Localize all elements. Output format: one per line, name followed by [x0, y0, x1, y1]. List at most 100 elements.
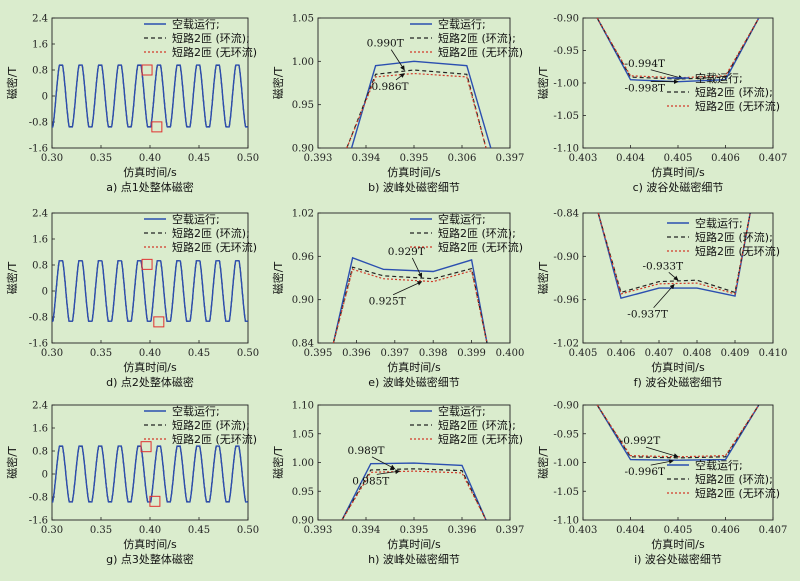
annotation-arrow — [645, 446, 679, 458]
y-axis-label: 磁密/T — [5, 446, 19, 479]
series-line-1 — [52, 445, 248, 503]
y-tick-label: 0.95 — [292, 100, 314, 111]
annotation-arrow — [653, 284, 675, 308]
plot-frame — [582, 17, 774, 149]
x-tick-label: 0.45 — [188, 525, 210, 536]
series-line-0 — [52, 260, 248, 322]
highlight-box — [153, 316, 165, 328]
plot-area — [596, 405, 760, 461]
series-line-1 — [596, 18, 760, 80]
annotation-label: 0.989T — [347, 445, 384, 457]
x-tick-label: 0.396 — [342, 348, 371, 359]
x-tick-label: 0.35 — [90, 348, 112, 359]
series-line-2 — [52, 445, 248, 503]
series-line-0 — [52, 64, 248, 128]
x-tick-label: 0.405 — [569, 348, 598, 359]
x-tick-label: 0.50 — [237, 153, 259, 164]
x-tick-label: 0.45 — [188, 348, 210, 359]
y-tick-label: 0.90 — [292, 295, 314, 306]
legend-label: 短路2匝 (环流); — [438, 31, 516, 45]
highlight-box — [141, 64, 153, 76]
series-line-1 — [52, 260, 248, 322]
plot-area — [52, 260, 248, 322]
annotation-label: -0.996T — [624, 466, 665, 478]
panel-d: 0.30 0.35 0.40 0.45 0.50 2.4 1.6 0.8 0 -0.8 -1.6 仿真… — [5, 209, 259, 390]
annotation-arrow — [395, 73, 405, 81]
plot-area — [597, 213, 751, 300]
y-tick-label: -0.90 — [553, 14, 579, 25]
legend-label: 短路2匝 (环流); — [172, 226, 250, 240]
annotation-arrow — [371, 456, 396, 470]
x-axis-label: 仿真时间/s — [651, 360, 705, 374]
y-tick-label: -1.10 — [553, 144, 579, 155]
y-tick-label: -0.96 — [553, 295, 579, 306]
x-axis-label: 仿真时间/s — [387, 360, 441, 374]
annotation-label: 0.929T — [388, 246, 425, 258]
x-tick-label: 0.399 — [457, 348, 486, 359]
panel-a: 0.30 0.35 0.40 0.45 0.50 2.4 1.6 0.8 0 -0.8 -1.6 仿真… — [5, 14, 259, 195]
panel-caption: i) 波谷处磁密细节 — [634, 552, 722, 566]
legend-label: 短路2匝 (环流); — [172, 418, 250, 432]
y-tick-label: 1.00 — [292, 458, 314, 469]
y-tick-label: -1.00 — [553, 79, 579, 90]
x-tick-label: 0.409 — [721, 348, 750, 359]
y-tick-label: 0.8 — [32, 447, 48, 458]
legend-label: 短路2匝 (无环流) — [438, 240, 523, 254]
legend-label: 短路2匝 (无环流) — [695, 244, 780, 258]
x-tick-label: 0.40 — [139, 153, 161, 164]
x-axis-label: 仿真时间/s — [123, 537, 177, 551]
x-axis-label: 仿真时间/s — [651, 537, 705, 551]
series-line-1 — [596, 405, 760, 459]
legend-label: 空载运行; — [438, 17, 486, 31]
x-tick-label: 0.397 — [496, 525, 525, 536]
x-tick-label: 0.396 — [448, 525, 477, 536]
legend-label: 短路2匝 (环流); — [695, 85, 773, 99]
annotation-label: 0.986T — [371, 81, 408, 93]
series-line-1 — [597, 213, 751, 294]
panel-i: 0.403 0.404 0.405 0.406 0.407 -0.90 -0.95 -1.00… — [536, 401, 787, 567]
x-tick-label: 0.406 — [711, 525, 740, 536]
legend-label: 短路2匝 (无环流) — [172, 240, 257, 254]
panel-c: 0.403 0.404 0.405 0.406 0.407 -0.90 -0.95 -1.00… — [536, 14, 787, 195]
annotation-label: 0.925T — [369, 296, 406, 308]
x-tick-label: 0.393 — [304, 153, 333, 164]
y-tick-label: 0.95 — [292, 487, 314, 498]
annotation-label: -0.933T — [642, 260, 683, 272]
y-tick-label: -1.05 — [553, 111, 579, 122]
plot-area — [332, 256, 488, 343]
x-axis-label: 仿真时间/s — [387, 537, 441, 551]
x-tick-label: 0.393 — [304, 525, 333, 536]
legend-label: 短路2匝 (环流); — [438, 226, 516, 240]
x-tick-label: 0.45 — [188, 153, 210, 164]
y-tick-label: 0.90 — [292, 144, 314, 155]
x-tick-label: 0.404 — [616, 153, 645, 164]
legend: 空载运行;短路2匝 (环流);短路2匝 (无环流) — [410, 17, 523, 59]
legend-label: 空载运行; — [172, 404, 220, 418]
x-tick-label: 0.40 — [139, 348, 161, 359]
panel-caption: h) 波峰处磁密细节 — [368, 552, 460, 566]
x-tick-label: 0.406 — [607, 348, 636, 359]
y-axis-label: 磁密/T — [536, 446, 550, 479]
x-tick-label: 0.398 — [419, 348, 448, 359]
y-tick-label: 0.8 — [32, 261, 48, 272]
y-axis-label: 磁密/T — [536, 67, 550, 100]
series-line-0 — [596, 405, 760, 461]
plot-area — [346, 60, 492, 148]
legend-label: 空载运行; — [695, 71, 743, 85]
y-tick-label: 1.00 — [292, 57, 314, 68]
y-tick-label: 0 — [42, 287, 48, 298]
y-tick-label: -0.84 — [553, 209, 579, 220]
x-tick-label: 0.50 — [237, 525, 259, 536]
legend-label: 空载运行; — [438, 212, 486, 226]
series-line-0 — [341, 462, 487, 520]
y-tick-label: 0.84 — [292, 339, 314, 350]
x-tick-label: 0.397 — [496, 153, 525, 164]
legend: 空载运行;短路2匝 (环流);短路2匝 (无环流) — [667, 216, 780, 258]
legend-label: 短路2匝 (环流); — [695, 230, 773, 244]
legend-label: 空载运行; — [695, 458, 743, 472]
y-tick-label: 1.02 — [292, 209, 314, 220]
y-tick-label: 0.90 — [292, 516, 314, 527]
plot-area — [52, 445, 248, 503]
highlight-box — [141, 258, 153, 270]
panel-b: 0.393 0.394 0.395 0.306 0.397 1.05 1.00 0.95 0.9… — [271, 14, 524, 195]
